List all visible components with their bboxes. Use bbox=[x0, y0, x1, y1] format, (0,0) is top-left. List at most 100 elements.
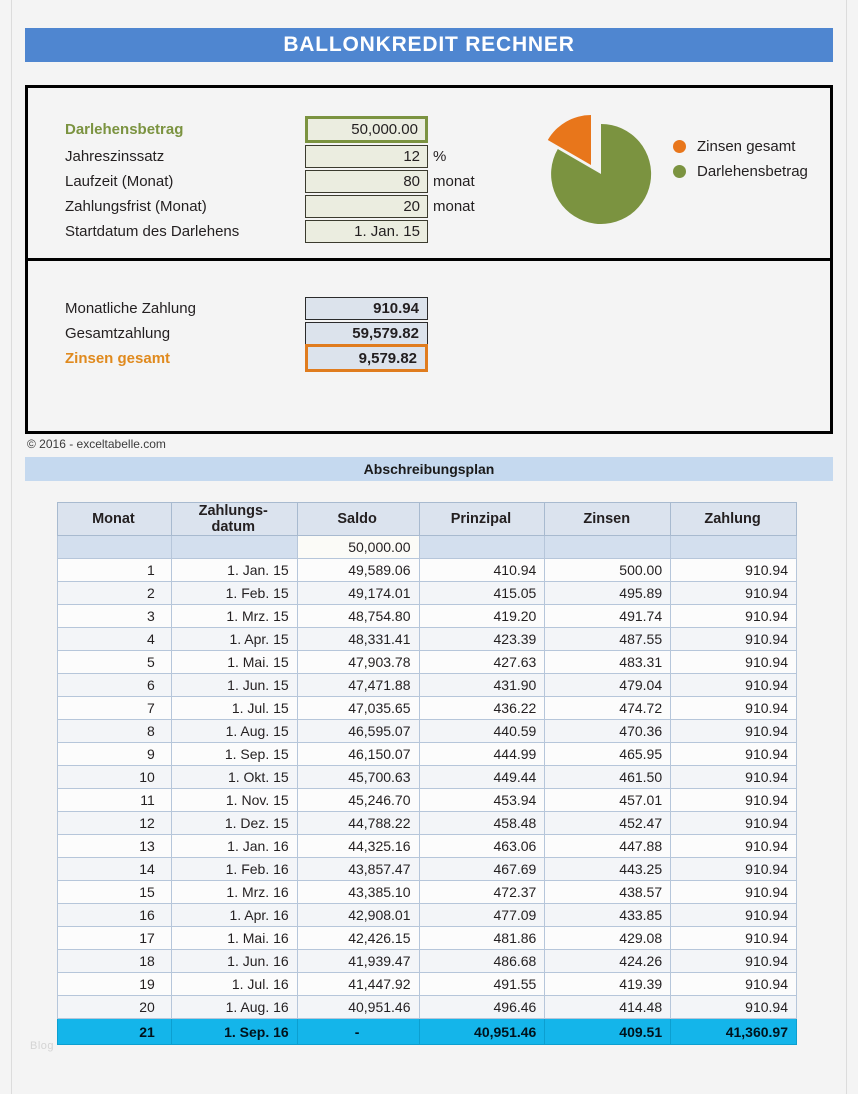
table-header-zinsen[interactable]: Zinsen bbox=[544, 502, 672, 536]
table-cell-saldo: 40,951.46 bbox=[296, 995, 420, 1019]
table-row: 11 1. Nov. 15 45,246.70 453.94 457.01 910.94 bbox=[57, 788, 797, 812]
table-cell-saldo: 41,447.92 bbox=[296, 972, 420, 996]
legend-label-zinsen-gesamt: Zinsen gesamt bbox=[697, 138, 796, 155]
table-cell-month: 12 bbox=[57, 811, 172, 835]
table-cell-prinzipal: 458.48 bbox=[418, 811, 546, 835]
input-row-start-date: Startdatum des Darlehens 1. Jan. 15 bbox=[65, 219, 475, 243]
table-cell-saldo: 43,385.10 bbox=[296, 880, 420, 904]
legend-item-zinsen-gesamt: Zinsen gesamt bbox=[673, 134, 808, 159]
table-row: 1 1. Jan. 15 49,589.06 410.94 500.00 910.94 bbox=[57, 558, 797, 582]
interest-vs-principal-pie-chart: Zinsen gesamt Darlehensbetrag bbox=[523, 106, 823, 236]
table-header-zahlung[interactable]: Zahlung bbox=[670, 502, 797, 536]
table-cell-date: 1. Nov. 15 bbox=[170, 788, 298, 812]
table-cell-month: 20 bbox=[57, 995, 172, 1019]
input-field-interest-rate[interactable]: 12 bbox=[305, 144, 428, 168]
table-cell-date: 1. Apr. 15 bbox=[170, 627, 298, 651]
table-cell-prinzipal: 423.39 bbox=[418, 627, 546, 651]
table-cell-prinzipal: 467.69 bbox=[418, 857, 546, 881]
table-cell-date: 1. Mai. 16 bbox=[170, 926, 298, 950]
table-cell-saldo: 43,857.47 bbox=[296, 857, 420, 881]
input-unit-payment-period: monat bbox=[433, 197, 475, 215]
table-row: 14 1. Feb. 16 43,857.47 467.69 443.25 910.94 bbox=[57, 857, 797, 881]
table-cell-month: 14 bbox=[57, 857, 172, 881]
table-cell-saldo: 42,426.15 bbox=[296, 926, 420, 950]
table-cell-saldo: 47,471.88 bbox=[296, 673, 420, 697]
table-cell-saldo: 49,174.01 bbox=[296, 581, 420, 605]
table-row: 19 1. Jul. 16 41,447.92 491.55 419.39 910.94 bbox=[57, 972, 797, 996]
table-cell-zahlung: 910.94 bbox=[670, 742, 797, 766]
table-body: 50,000.00 1 1. Jan. 15 49,589.06 410.94 500.0… bbox=[57, 535, 797, 1045]
table-cell-zahlung: 910.94 bbox=[670, 765, 797, 789]
amortization-table: Monat Zahlungs-datum Saldo Prinzipal Zin… bbox=[57, 502, 797, 1045]
table-row-opening-balance: 50,000.00 bbox=[57, 535, 797, 559]
table-row: 17 1. Mai. 16 42,426.15 481.86 429.08 910.94 bbox=[57, 926, 797, 950]
table-row: 20 1. Aug. 16 40,951.46 496.46 414.48 910.94 bbox=[57, 995, 797, 1019]
table-cell-month: 8 bbox=[57, 719, 172, 743]
table-cell-zahlung: 910.94 bbox=[670, 834, 797, 858]
table-cell-saldo: 48,331.41 bbox=[296, 627, 420, 651]
table-cell-zahlung: 910.94 bbox=[670, 972, 797, 996]
results-section: Monatliche Zahlung 910.94 Gesamtzahlung … bbox=[65, 296, 428, 372]
table-cell-prinzipal: 453.94 bbox=[418, 788, 546, 812]
table-cell-prinzipal: 491.55 bbox=[418, 972, 546, 996]
table-cell-month: 4 bbox=[57, 627, 172, 651]
table-cell-zinsen: 479.04 bbox=[544, 673, 672, 697]
table-cell-month: 19 bbox=[57, 972, 172, 996]
result-label-monthly-payment: Monatliche Zahlung bbox=[65, 299, 196, 317]
table-cell-date: 1. Apr. 16 bbox=[170, 903, 298, 927]
table-cell-saldo: 45,246.70 bbox=[296, 788, 420, 812]
table-cell-saldo: 47,035.65 bbox=[296, 696, 420, 720]
table-cell-zinsen: 474.72 bbox=[544, 696, 672, 720]
result-value-total-payment: 59,579.82 bbox=[305, 321, 428, 345]
table-header-saldo[interactable]: Saldo bbox=[296, 502, 420, 536]
table-cell-date: 1. Jul. 16 bbox=[170, 972, 298, 996]
table-cell-zahlung: 910.94 bbox=[670, 558, 797, 582]
result-label-total-payment: Gesamtzahlung bbox=[65, 324, 171, 342]
input-label-start-date: Startdatum des Darlehens bbox=[65, 222, 240, 240]
table-cell-prinzipal: 477.09 bbox=[418, 903, 546, 927]
table-cell-month: 3 bbox=[57, 604, 172, 628]
table-row: 9 1. Sep. 15 46,150.07 444.99 465.95 910.94 bbox=[57, 742, 797, 766]
table-cell-month: 5 bbox=[57, 650, 172, 674]
table-cell-prinzipal: 440.59 bbox=[418, 719, 546, 743]
table-row-balloon-payment: 21 1. Sep. 16-40,951.46 409.51 41,360.97 bbox=[57, 1018, 797, 1045]
table-cell-date bbox=[170, 535, 298, 559]
table-row: 2 1. Feb. 15 49,174.01 415.05 495.89 910.94 bbox=[57, 581, 797, 605]
input-field-term[interactable]: 80 bbox=[305, 169, 428, 193]
table-cell-zinsen: 483.31 bbox=[544, 650, 672, 674]
table-cell-prinzipal: 419.20 bbox=[418, 604, 546, 628]
table-cell-zahlung: 910.94 bbox=[670, 811, 797, 835]
table-cell-prinzipal: 431.90 bbox=[418, 673, 546, 697]
table-cell-zinsen: 409.51 bbox=[544, 1018, 672, 1045]
input-field-start-date[interactable]: 1. Jan. 15 bbox=[305, 219, 428, 243]
table-cell-prinzipal: 449.44 bbox=[418, 765, 546, 789]
copyright-notice: © 2016 - exceltabelle.com bbox=[27, 437, 166, 451]
input-row-loan-amount: Darlehensbetrag 50,000.00 bbox=[65, 114, 475, 144]
input-label-loan-amount: Darlehensbetrag bbox=[65, 120, 184, 138]
table-header-monat[interactable]: Monat bbox=[57, 502, 172, 536]
table-cell-saldo: 41,939.47 bbox=[296, 949, 420, 973]
input-label-payment-period: Zahlungsfrist (Monat) bbox=[65, 197, 207, 215]
input-label-interest-rate: Jahreszinssatz bbox=[65, 147, 165, 165]
table-cell-zahlung: 910.94 bbox=[670, 926, 797, 950]
table-cell-zinsen: 429.08 bbox=[544, 926, 672, 950]
table-row: 10 1. Okt. 15 45,700.63 449.44 461.50 910.94 bbox=[57, 765, 797, 789]
table-cell-date: 1. Jun. 16 bbox=[170, 949, 298, 973]
pie-slice-darlehensbetrag bbox=[551, 123, 652, 224]
table-cell-zinsen: 438.57 bbox=[544, 880, 672, 904]
input-field-loan-amount[interactable]: 50,000.00 bbox=[305, 115, 428, 143]
table-row: 8 1. Aug. 15 46,595.07 440.59 470.36 910.94 bbox=[57, 719, 797, 743]
table-cell-prinzipal: 496.46 bbox=[418, 995, 546, 1019]
table-header-zahlungsdatum[interactable]: Zahlungs-datum bbox=[170, 502, 298, 536]
table-cell-zinsen: 500.00 bbox=[544, 558, 672, 582]
table-cell-month: 18 bbox=[57, 949, 172, 973]
table-cell-prinzipal: 472.37 bbox=[418, 880, 546, 904]
table-cell-zinsen: 443.25 bbox=[544, 857, 672, 881]
result-row-total-interest: Zinsen gesamt 9,579.82 bbox=[65, 344, 428, 372]
table-cell-prinzipal: 436.22 bbox=[418, 696, 546, 720]
table-cell-zahlung: 910.94 bbox=[670, 719, 797, 743]
input-field-payment-period[interactable]: 20 bbox=[305, 194, 428, 218]
table-cell-zinsen bbox=[544, 535, 672, 559]
table-header-prinzipal[interactable]: Prinzipal bbox=[418, 502, 546, 536]
table-cell-date: 1. Sep. 16 bbox=[170, 1018, 298, 1045]
